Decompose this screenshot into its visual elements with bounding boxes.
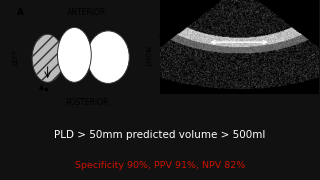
Text: RIGHT: RIGHT (143, 46, 149, 68)
Ellipse shape (32, 34, 63, 82)
Ellipse shape (229, 24, 246, 31)
Text: C: C (158, 32, 165, 41)
Text: BASE: BASE (224, 12, 251, 21)
Ellipse shape (58, 27, 91, 82)
Text: Specificity 90%, PPV 91%, NPV 82%: Specificity 90%, PPV 91%, NPV 82% (75, 161, 245, 170)
Ellipse shape (87, 31, 129, 84)
Text: LEFT: LEFT (12, 49, 18, 65)
Text: POSTERIOR: POSTERIOR (65, 98, 109, 107)
Text: PLD > 50mm predicted volume > 500ml: PLD > 50mm predicted volume > 500ml (54, 130, 266, 140)
Text: A: A (17, 8, 24, 17)
Text: ANTERIOR: ANTERIOR (68, 8, 107, 17)
